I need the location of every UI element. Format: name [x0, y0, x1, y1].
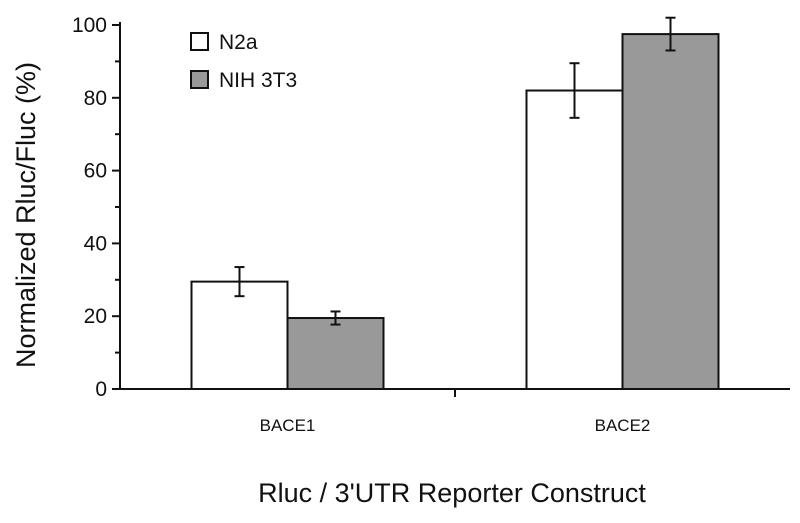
- y-axis-title: Normalized Rluc/Fluc (%): [11, 62, 41, 368]
- legend-swatch: [190, 70, 209, 89]
- x-category-label: BACE2: [595, 416, 651, 435]
- y-ticks: 0 20 40 60 80 100: [72, 14, 120, 401]
- error-bars: [234, 16, 676, 326]
- x-category-labels: BACE1 BACE2: [260, 416, 651, 435]
- legend: N2a NIH 3T3: [190, 31, 297, 92]
- legend-swatch: [190, 32, 209, 51]
- legend-label: N2a: [219, 31, 258, 54]
- bar-bace1-n2a: [190, 280, 289, 390]
- y-tick-label: 80: [84, 87, 107, 110]
- bar-bace2-nih-3t3: [621, 33, 720, 390]
- bar-bace1-nih-3t3: [286, 317, 385, 390]
- y-tick-label: 60: [84, 160, 107, 183]
- y-tick-label: 100: [72, 14, 107, 37]
- y-tick-label: 20: [84, 305, 107, 328]
- bar-bace2-n2a: [525, 89, 624, 391]
- bars: [190, 33, 720, 391]
- x-category-label: BACE1: [260, 416, 316, 435]
- x-axis-title: Rluc / 3'UTR Reporter Construct: [258, 478, 646, 508]
- legend-label: NIH 3T3: [219, 69, 297, 92]
- y-tick-label: 0: [95, 378, 107, 401]
- y-tick-label: 40: [84, 232, 107, 255]
